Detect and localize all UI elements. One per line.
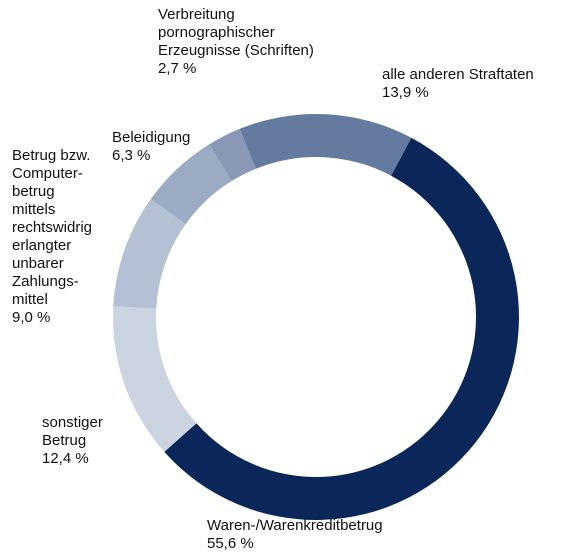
value-label: 9,0 % bbox=[12, 309, 51, 326]
slice-label: alle anderen Straftaten 13,9 % bbox=[382, 66, 534, 102]
donut-segment bbox=[113, 199, 186, 309]
slice-label: Betrug bzw. Computer- betrug mittels rec… bbox=[12, 147, 92, 327]
donut-segment bbox=[150, 144, 232, 225]
slice-label: sonstiger Betrug 12,4 % bbox=[42, 414, 103, 468]
slice-label: Waren-/Warenkreditbetrug 55,6 % bbox=[207, 517, 383, 553]
value-label: 2,7 % bbox=[158, 60, 197, 77]
donut-segment bbox=[208, 128, 256, 182]
donut-segment bbox=[239, 113, 412, 176]
donut-segment bbox=[164, 137, 519, 520]
category-label: Betrug bzw. Computer- betrug mittels rec… bbox=[12, 147, 93, 308]
slice-label: Verbreitung pornographischer Erzeugnisse… bbox=[158, 6, 314, 78]
category-label: alle anderen Straftaten bbox=[382, 66, 534, 83]
value-label: 12,4 % bbox=[42, 450, 89, 467]
category-label: Beleidigung bbox=[112, 129, 191, 146]
category-label: Waren-/Warenkreditbetrug bbox=[207, 517, 383, 534]
category-label: sonstiger Betrug bbox=[42, 414, 103, 449]
category-label: Verbreitung pornographischer Erzeugnisse… bbox=[158, 6, 314, 59]
value-label: 6,3 % bbox=[112, 147, 151, 164]
donut-segment bbox=[112, 306, 197, 452]
value-label: 55,6 % bbox=[207, 535, 254, 552]
value-label: 13,9 % bbox=[382, 84, 429, 101]
slice-label: Beleidigung 6,3 % bbox=[112, 129, 190, 165]
